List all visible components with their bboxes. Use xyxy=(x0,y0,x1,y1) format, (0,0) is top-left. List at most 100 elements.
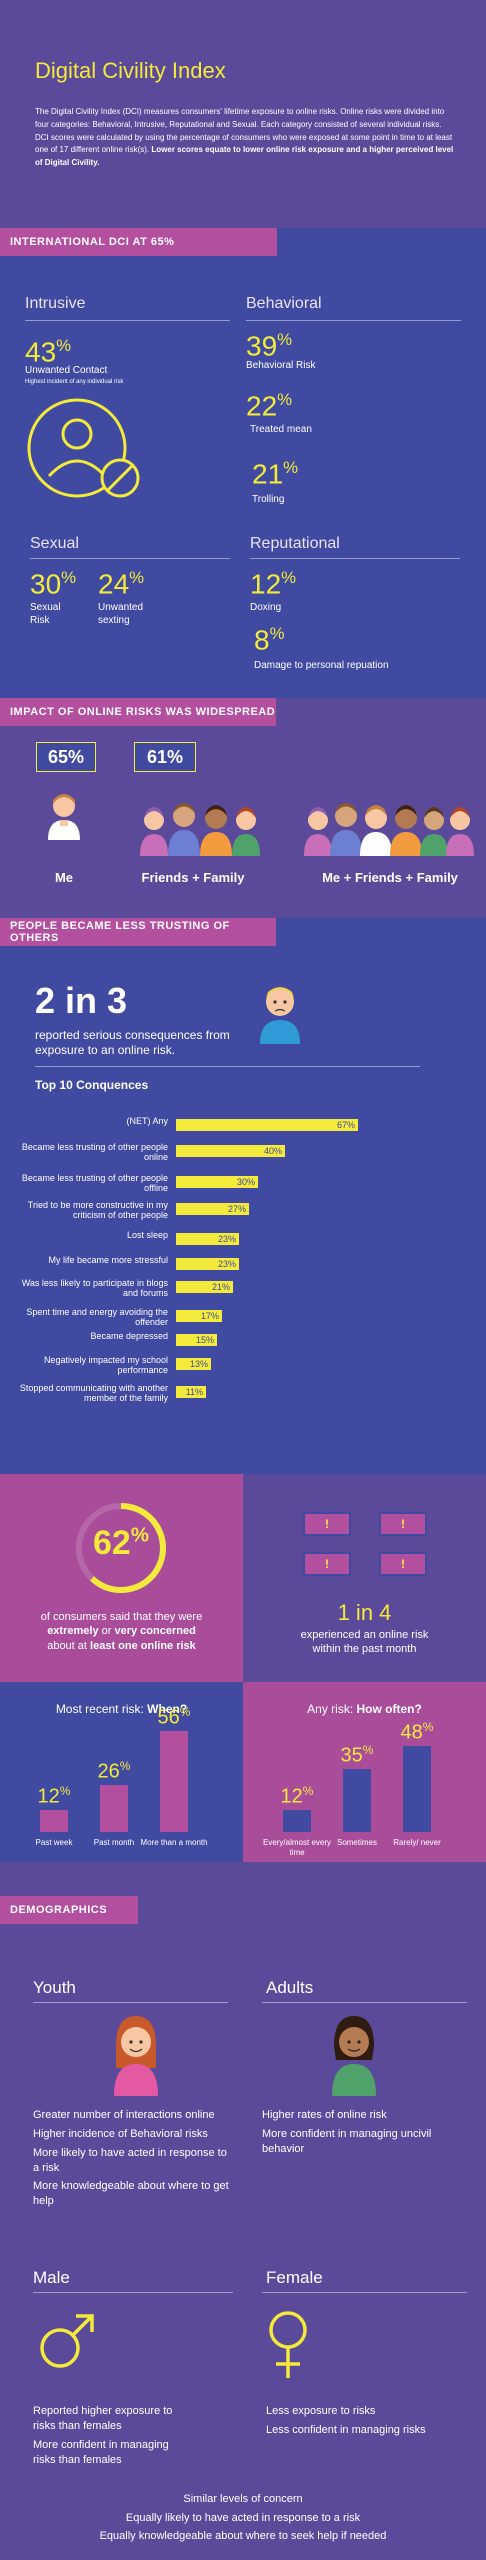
bar xyxy=(176,1119,358,1131)
value-number: 39 xyxy=(246,330,278,362)
concern-line2: extremely or very concerned xyxy=(10,1624,233,1638)
alert-window-icon: ! xyxy=(379,1512,427,1536)
behavioral-title: Behavioral xyxy=(246,295,322,312)
bar-value: 23% xyxy=(217,1234,236,1244)
youth-item: Higher incidence of Behavioral risks xyxy=(33,2127,208,2140)
footer-line: Equally knowledgeable about where to see… xyxy=(99,2530,387,2543)
youth-girl-icon xyxy=(114,2016,158,2096)
demographics-banner: Demographics xyxy=(0,1896,138,1924)
female-title: Female xyxy=(266,2268,323,2287)
vertical-bar-value: 12% xyxy=(280,1784,314,1808)
divider xyxy=(262,2292,467,2293)
bar-label: Tried to be more constructive in my crit… xyxy=(27,1200,168,1221)
often-title-a: Any risk: xyxy=(307,1702,357,1716)
when-chart: 12% Past week 26% Past month 56% More than a … xyxy=(0,1682,243,1862)
value-number: 21 xyxy=(252,458,284,490)
vertical-bar xyxy=(403,1746,431,1832)
divider xyxy=(246,320,461,321)
vertical-bar-label: Past week xyxy=(35,1838,73,1847)
person-icon xyxy=(48,794,80,840)
vertical-bar-label: Past month xyxy=(93,1838,135,1847)
page-title: Digital Civility Index xyxy=(35,58,226,83)
bar-row: Became less trusting of other people off… xyxy=(0,1173,486,1194)
bar-value: 30% xyxy=(236,1177,255,1187)
impact-label: Me + Friends + Family xyxy=(322,870,458,885)
divider xyxy=(35,1066,420,1067)
concern-about: about at xyxy=(47,1639,91,1652)
bar-label: Became less trusting of other people off… xyxy=(21,1173,168,1194)
often-title: Any risk: How often? xyxy=(243,1702,486,1716)
footer-line: Equally likely to have acted in response… xyxy=(125,2511,361,2524)
adult-woman-icon xyxy=(332,2016,376,2096)
bar-value: 13% xyxy=(189,1359,208,1369)
often-chart: 12% Every/almost every time 35% Sometimes 48… xyxy=(243,1682,486,1862)
bar xyxy=(176,1386,206,1398)
dci-banner: International DCI at 65% xyxy=(0,228,277,256)
sexual-value-1: 24% xyxy=(98,568,145,600)
bar-row: Was less likely to participate in blogs … xyxy=(0,1278,486,1298)
bar xyxy=(176,1145,285,1157)
trust-banner: People became less trusting of others xyxy=(0,918,276,946)
value-number: 43 xyxy=(25,336,57,368)
when-title-a: Most recent risk: xyxy=(55,1702,148,1716)
bar-value: 23% xyxy=(217,1259,236,1269)
value-number: 24 xyxy=(98,568,130,600)
male-item: More confident in managing risks than fe… xyxy=(33,2438,169,2466)
concern-text: of consumers said that they were extreme… xyxy=(10,1610,233,1653)
bar-label: Became less trusting of other people onl… xyxy=(21,1142,168,1163)
female-symbol-icon xyxy=(269,2311,307,2378)
impact-value-box: 65% xyxy=(36,742,96,772)
bar-label: Spent time and energy avoiding the offen… xyxy=(26,1307,168,1328)
impact-label: Friends + Family xyxy=(141,870,245,885)
bar-row: (NET) Any 67% xyxy=(0,1116,486,1134)
bar-label: My life became more stressful xyxy=(48,1255,168,1265)
impact-value: 61% xyxy=(146,747,184,767)
male-list: Reported higher exposure to risks than f… xyxy=(33,2404,193,2471)
value-number: 8 xyxy=(254,624,270,656)
bar-value: 15% xyxy=(195,1335,214,1345)
impact-banner: Impact of online risks was widespread xyxy=(0,698,276,726)
one-in-four-sub: experienced an online risk within the pa… xyxy=(300,1629,429,1656)
female-item: Less exposure to risks xyxy=(266,2405,376,2417)
bar-row: Negatively impacted my school performanc… xyxy=(0,1355,486,1375)
vertical-bar xyxy=(343,1769,371,1832)
intrusive-title: Intrusive xyxy=(25,295,86,312)
bar-row: Stopped communicating with another membe… xyxy=(0,1383,486,1404)
bar-label: Stopped communicating with another membe… xyxy=(19,1383,168,1404)
vertical-bar-label: More than a month xyxy=(140,1838,208,1847)
bar-value: 67% xyxy=(336,1120,355,1130)
divider xyxy=(33,2002,228,2003)
consequence-chart: (NET) Any 67% Became less trusting of othe… xyxy=(0,918,486,1474)
intrusive-note: Highest incident of any individual risk xyxy=(25,379,124,385)
when-title: Most recent risk: When? xyxy=(0,1702,243,1716)
vertical-bar-value: 48% xyxy=(400,1720,434,1744)
vertical-bar-label: Every/almost every time xyxy=(262,1838,332,1857)
female-item: Less confident in managing risks xyxy=(266,2423,426,2436)
behavioral-value-0: 39% xyxy=(246,330,293,362)
bar-label: Became depressed xyxy=(90,1331,168,1341)
reputational-label-1: Damage to personal repuation xyxy=(254,660,389,671)
divider xyxy=(33,2292,233,2293)
divider xyxy=(250,558,460,559)
bar xyxy=(176,1281,233,1293)
concern-line3: about at least one online risk xyxy=(10,1639,233,1653)
progress-ring xyxy=(76,1503,166,1593)
bar-row: Became less trusting of other people onl… xyxy=(0,1142,486,1163)
adults-item: Higher rates of online risk xyxy=(262,2109,387,2121)
vertical-bar-label: Rarely/ never xyxy=(393,1838,441,1847)
alert-screens: ! ! ! ! xyxy=(303,1512,433,1582)
adults-item: More confident in managing uncivil behav… xyxy=(262,2127,432,2155)
bar-label: Lost sleep xyxy=(126,1230,168,1240)
two-in-three: 2 in 3 xyxy=(35,980,128,1021)
behavioral-label-2: Trolling xyxy=(252,494,285,505)
often-title-b: How often? xyxy=(356,1702,422,1716)
concern-extreme: extremely xyxy=(47,1625,99,1638)
youth-item: More likely to have acted in response to… xyxy=(33,2146,227,2174)
concern-value: 62% xyxy=(93,1524,149,1562)
reputational-value-0: 12% xyxy=(250,568,297,600)
vertical-bar xyxy=(40,1810,68,1832)
value-number: 62 xyxy=(93,1524,131,1562)
intrusive-label: Unwanted Contact xyxy=(25,365,108,376)
demographics-section: Demographics Youth Greater number of int… xyxy=(0,1862,486,2560)
bar xyxy=(176,1176,258,1188)
